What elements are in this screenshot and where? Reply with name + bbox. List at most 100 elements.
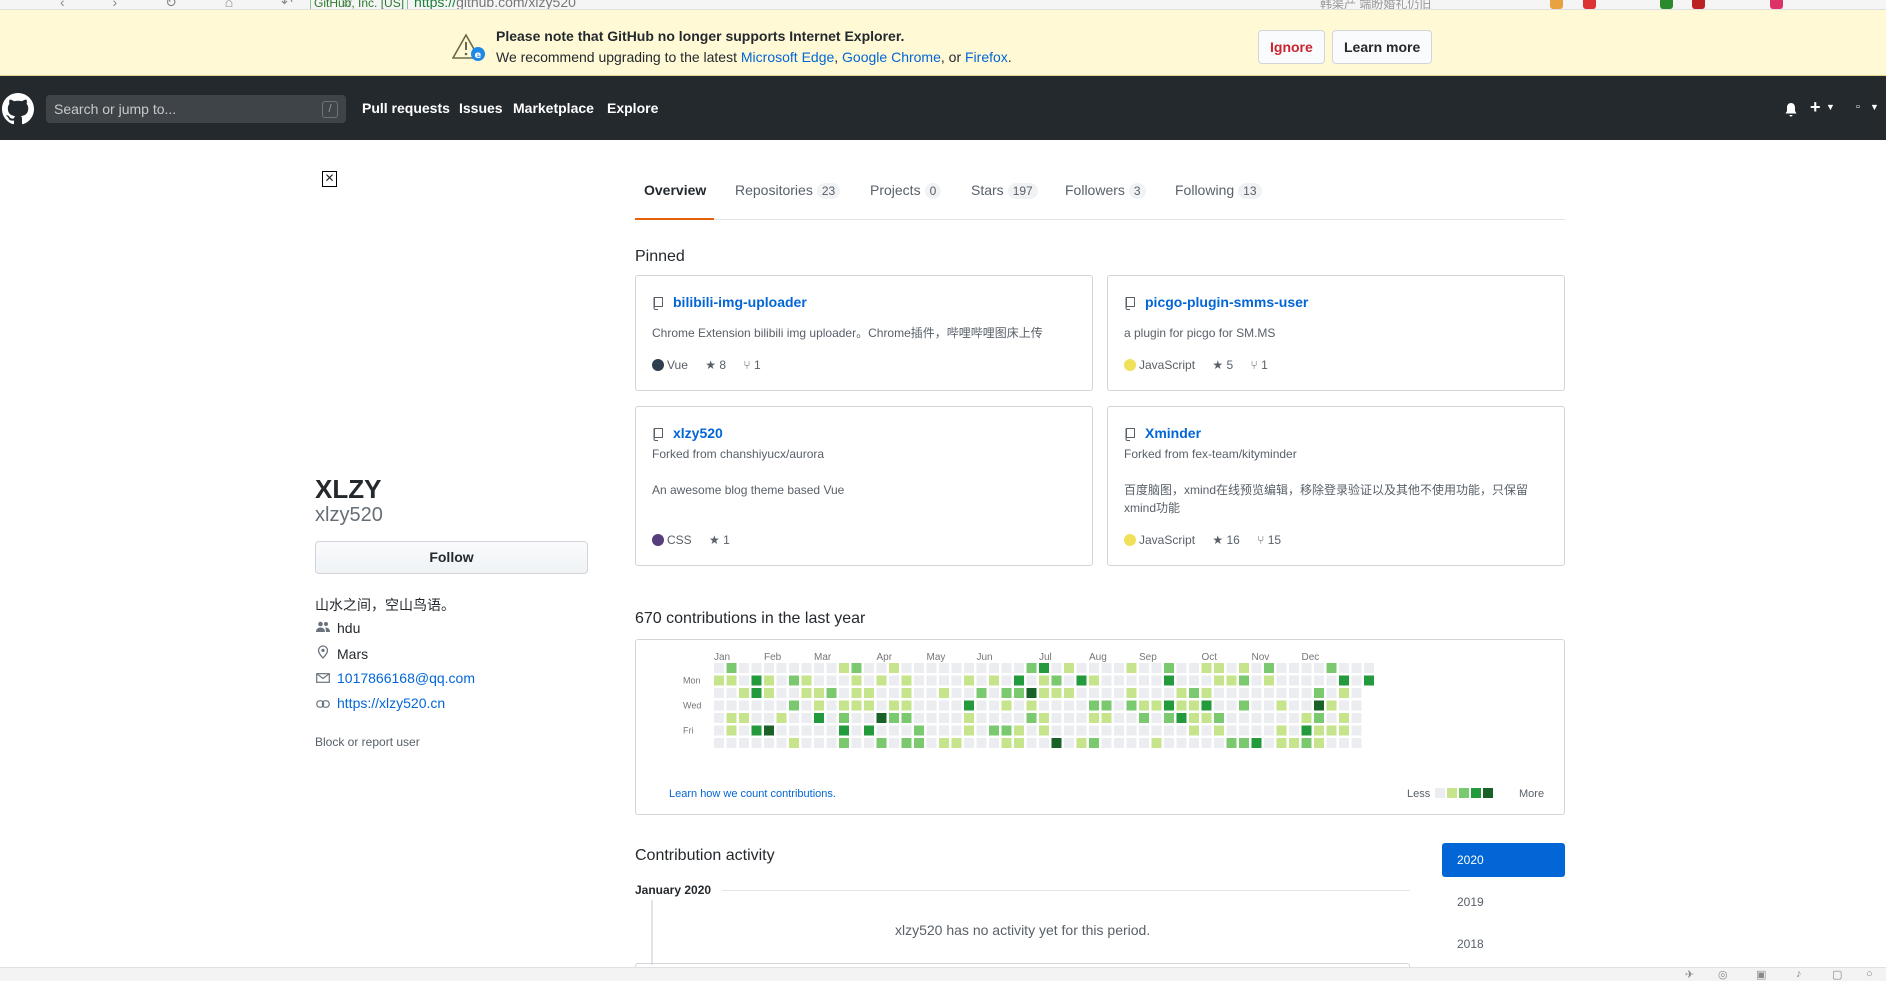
contribution-day[interactable] <box>1226 663 1237 673</box>
contribution-day[interactable] <box>1239 713 1249 723</box>
contribution-day[interactable] <box>789 725 799 736</box>
contribution-day[interactable] <box>951 713 962 723</box>
contribution-day[interactable] <box>976 675 987 686</box>
contribution-day[interactable] <box>1076 688 1087 698</box>
contribution-day[interactable] <box>851 713 862 723</box>
contribution-day[interactable] <box>989 700 999 711</box>
contribution-day[interactable] <box>839 663 849 673</box>
contribution-day[interactable] <box>751 725 762 736</box>
contribution-day[interactable] <box>951 738 962 748</box>
contribution-day[interactable] <box>889 713 899 723</box>
contribution-day[interactable] <box>926 713 937 723</box>
contribution-day[interactable] <box>901 675 912 686</box>
contribution-day[interactable] <box>1164 688 1174 698</box>
contribution-day[interactable] <box>914 713 924 723</box>
contribution-day[interactable] <box>726 738 737 748</box>
contribution-day[interactable] <box>1164 725 1174 736</box>
contribution-day[interactable] <box>1139 713 1149 723</box>
contribution-day[interactable] <box>726 713 737 723</box>
contribution-day[interactable] <box>1201 688 1212 698</box>
contribution-day[interactable] <box>1189 738 1199 748</box>
contribution-day[interactable] <box>1214 688 1224 698</box>
tab-followers[interactable]: Followers 3 <box>1065 168 1146 220</box>
contribution-day[interactable] <box>939 688 949 698</box>
contribution-day[interactable] <box>976 725 987 736</box>
contribution-day[interactable] <box>1214 663 1224 673</box>
contribution-day[interactable] <box>1089 675 1099 686</box>
block-report-link[interactable]: Block or report user <box>315 735 420 749</box>
contribution-day[interactable] <box>864 688 874 698</box>
contribution-day[interactable] <box>1251 700 1262 711</box>
contribution-day[interactable] <box>976 713 987 723</box>
contribution-day[interactable] <box>789 738 799 748</box>
contribution-day[interactable] <box>764 675 774 686</box>
contribution-day[interactable] <box>1264 738 1274 748</box>
contribution-day[interactable] <box>1226 738 1237 748</box>
contribution-day[interactable] <box>776 713 787 723</box>
avatar[interactable]: ✕ <box>322 171 337 187</box>
contribution-day[interactable] <box>1289 688 1299 698</box>
contribution-day[interactable] <box>1339 700 1349 711</box>
follow-button[interactable]: Follow <box>315 541 588 574</box>
contribution-day[interactable] <box>1201 663 1212 673</box>
contribution-day[interactable] <box>876 675 887 686</box>
contribution-day[interactable] <box>851 725 862 736</box>
contribution-day[interactable] <box>1039 675 1049 686</box>
contribution-day[interactable] <box>1326 738 1337 748</box>
contribution-day[interactable] <box>1064 725 1074 736</box>
contribution-day[interactable] <box>714 713 724 723</box>
contribution-day[interactable] <box>751 713 762 723</box>
contribution-day[interactable] <box>1101 738 1112 748</box>
contribution-day[interactable] <box>926 725 937 736</box>
year-link-2019[interactable]: 2019 <box>1457 895 1484 909</box>
contribution-day[interactable] <box>1089 688 1099 698</box>
contribution-day[interactable] <box>1251 688 1262 698</box>
contribution-day[interactable] <box>789 700 799 711</box>
github-logo-icon[interactable] <box>2 93 34 125</box>
status-icon[interactable]: ◎ <box>1718 969 1728 981</box>
contribution-day[interactable] <box>1351 713 1362 723</box>
contribution-day[interactable] <box>889 675 899 686</box>
contribution-day[interactable] <box>1164 700 1174 711</box>
contribution-day[interactable] <box>1214 675 1224 686</box>
contribution-day[interactable] <box>764 713 774 723</box>
contribution-day[interactable] <box>1001 725 1012 736</box>
contribution-day[interactable] <box>789 663 799 673</box>
contribution-day[interactable] <box>1151 713 1162 723</box>
contribution-day[interactable] <box>1076 663 1087 673</box>
contribution-day[interactable] <box>1151 688 1162 698</box>
contribution-day[interactable] <box>1289 663 1299 673</box>
contribution-day[interactable] <box>764 663 774 673</box>
plus-icon[interactable]: + <box>1810 97 1821 117</box>
contribution-day[interactable] <box>839 725 849 736</box>
contribution-day[interactable] <box>1189 663 1199 673</box>
contribution-day[interactable] <box>1001 738 1012 748</box>
status-icon[interactable]: ▣ <box>1756 969 1767 981</box>
contribution-day[interactable] <box>1126 700 1137 711</box>
contribution-day[interactable] <box>1201 713 1212 723</box>
contribution-day[interactable] <box>1239 663 1249 673</box>
contribution-day[interactable] <box>1064 700 1074 711</box>
contribution-day[interactable] <box>1151 725 1162 736</box>
contribution-day[interactable] <box>826 663 837 673</box>
nav-explore[interactable]: Explore <box>607 100 659 116</box>
contribution-day[interactable] <box>1214 738 1224 748</box>
contribution-day[interactable] <box>1226 688 1237 698</box>
contribution-day[interactable] <box>1314 725 1324 736</box>
contribution-day[interactable] <box>1026 738 1037 748</box>
email-link[interactable]: 1017866168@qq.com <box>337 670 475 686</box>
contribution-day[interactable] <box>951 675 962 686</box>
contribution-day[interactable] <box>1139 738 1149 748</box>
contribution-day[interactable] <box>1176 713 1187 723</box>
nav-issues[interactable]: Issues <box>459 100 503 116</box>
contribution-day[interactable] <box>1276 713 1287 723</box>
contribution-day[interactable] <box>1176 738 1187 748</box>
chrome-link[interactable]: Google Chrome <box>842 49 941 65</box>
contribution-day[interactable] <box>826 700 837 711</box>
contribution-day[interactable] <box>1101 713 1112 723</box>
contribution-day[interactable] <box>1101 725 1112 736</box>
contribution-day[interactable] <box>1051 688 1062 698</box>
contribution-day[interactable] <box>1364 675 1374 686</box>
contribution-day[interactable] <box>976 738 987 748</box>
contribution-day[interactable] <box>876 663 887 673</box>
